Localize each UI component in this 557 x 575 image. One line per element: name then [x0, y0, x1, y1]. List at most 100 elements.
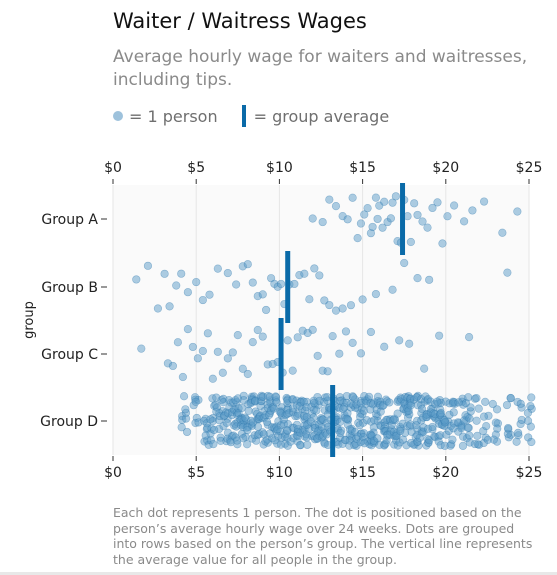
- data-point: [428, 422, 437, 432]
- x-tick-label-bottom: $15: [349, 465, 376, 481]
- data-point: [388, 198, 397, 207]
- data-point: [198, 295, 207, 305]
- data-point: [400, 258, 409, 268]
- data-point: [213, 347, 222, 356]
- x-tick-label-top: $10: [266, 160, 293, 176]
- data-point: [331, 201, 341, 211]
- x-tick-label-bottom: $25: [516, 465, 543, 481]
- data-point: [463, 423, 472, 432]
- data-point: [248, 338, 257, 347]
- chart-title: Waiter / Waitress Wages: [113, 9, 367, 33]
- data-point: [308, 214, 317, 223]
- data-point: [183, 325, 192, 334]
- data-point: [396, 426, 405, 436]
- data-point: [349, 393, 358, 402]
- x-tick-label-top: $5: [187, 160, 205, 176]
- data-point: [464, 332, 474, 342]
- data-point: [283, 336, 292, 345]
- data-point: [177, 269, 186, 278]
- x-tick-label-top: $0: [104, 160, 122, 176]
- data-point: [248, 278, 257, 287]
- data-point: [418, 404, 427, 414]
- data-point: [418, 217, 427, 226]
- data-point: [313, 351, 322, 360]
- data-point: [320, 439, 329, 448]
- data-point: [448, 435, 457, 444]
- data-point: [436, 409, 446, 418]
- data-point: [420, 364, 429, 373]
- data-point: [353, 233, 362, 243]
- data-point: [168, 361, 178, 371]
- data-point: [172, 281, 181, 290]
- data-point: [342, 414, 351, 424]
- data-point: [356, 349, 366, 358]
- data-point: [410, 199, 419, 208]
- data-point: [338, 304, 347, 313]
- data-point: [465, 431, 474, 440]
- data-point: [205, 290, 214, 299]
- data-point: [464, 393, 473, 402]
- y-tick-label: Group C: [41, 347, 98, 363]
- data-point: [356, 219, 366, 228]
- data-point: [473, 431, 482, 440]
- data-point: [481, 397, 490, 406]
- data-point: [503, 268, 512, 277]
- data-point: [293, 411, 302, 420]
- data-point: [290, 279, 299, 289]
- data-point: [339, 404, 348, 413]
- data-point: [209, 440, 218, 449]
- data-point: [318, 217, 327, 227]
- data-point: [183, 288, 192, 297]
- data-point: [160, 269, 169, 278]
- data-point: [492, 405, 502, 414]
- data-point: [443, 212, 452, 221]
- data-point: [523, 408, 533, 418]
- data-point: [438, 239, 447, 248]
- data-point: [266, 274, 276, 283]
- data-point: [308, 325, 317, 334]
- data-point: [482, 422, 491, 431]
- data-point: [504, 423, 513, 433]
- data-point: [405, 339, 414, 348]
- data-point: [527, 437, 536, 447]
- data-point: [262, 417, 272, 427]
- data-point: [371, 193, 381, 202]
- data-point: [435, 331, 444, 340]
- data-point: [502, 400, 512, 410]
- y-tick-label: Group A: [41, 212, 98, 228]
- data-point: [233, 331, 242, 340]
- x-tick-label-top: $20: [432, 160, 459, 176]
- data-point: [479, 412, 489, 421]
- data-point: [506, 393, 515, 403]
- data-point: [523, 416, 533, 425]
- data-point: [325, 300, 334, 310]
- data-point: [373, 214, 382, 224]
- y-axis-label: group: [22, 301, 37, 339]
- data-point: [143, 261, 153, 270]
- data-point: [415, 433, 424, 442]
- data-point: [312, 406, 321, 415]
- data-point: [358, 295, 367, 304]
- data-point: [261, 305, 271, 315]
- data-point: [348, 193, 357, 202]
- chart-area: $0 $0 $5 $5 $10 $10 $15 $15 $20 $20 $25 $25 group Gro…: [22, 160, 543, 481]
- x-tick-label-bottom: $5: [187, 465, 205, 481]
- data-point: [413, 210, 422, 220]
- y-tick-label: Group D: [40, 414, 98, 430]
- data-point: [258, 290, 267, 299]
- data-point: [341, 327, 351, 336]
- data-point: [423, 223, 432, 232]
- data-point: [182, 427, 192, 437]
- data-point: [232, 280, 241, 289]
- data-point: [356, 412, 365, 421]
- data-point: [472, 394, 481, 403]
- x-tick-label-top: $15: [349, 160, 376, 176]
- data-point: [325, 195, 334, 204]
- data-point: [272, 398, 281, 407]
- data-point: [315, 271, 324, 280]
- data-point: [208, 374, 217, 383]
- data-point: [433, 397, 442, 406]
- data-point: [328, 332, 337, 341]
- data-point: [363, 204, 372, 213]
- data-point: [228, 348, 237, 357]
